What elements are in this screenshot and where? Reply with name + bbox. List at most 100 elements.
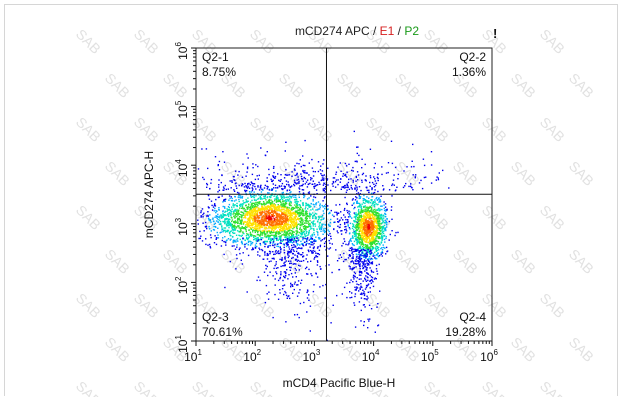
data-point (228, 209, 230, 211)
data-point (357, 249, 359, 252)
data-point (361, 234, 363, 237)
data-point (266, 232, 268, 234)
data-point (229, 239, 231, 241)
data-point (368, 200, 370, 202)
data-point (372, 218, 374, 221)
data-point (388, 220, 391, 223)
data-point (244, 190, 246, 192)
data-point (266, 293, 268, 295)
data-point (383, 201, 385, 203)
data-point (272, 316, 274, 319)
watermark-text-73: SAB (131, 378, 162, 397)
data-point (318, 224, 321, 226)
data-point (283, 207, 285, 209)
data-point (369, 223, 372, 225)
data-point (274, 293, 276, 296)
data-point (275, 222, 278, 224)
data-point (365, 260, 367, 262)
data-point (347, 225, 349, 227)
data-point (280, 197, 283, 200)
data-point (328, 264, 330, 266)
data-point (403, 170, 405, 172)
data-point (274, 208, 276, 211)
data-point (266, 228, 268, 230)
data-point (248, 204, 250, 206)
data-point (269, 251, 272, 253)
data-point (276, 232, 278, 235)
data-point (269, 215, 271, 217)
data-point (359, 260, 361, 262)
data-point (291, 246, 294, 249)
data-point (363, 233, 365, 236)
data-point (260, 187, 262, 189)
data-point (198, 237, 200, 240)
data-point (268, 221, 270, 223)
data-point (256, 210, 258, 212)
data-point (271, 205, 273, 207)
data-point (348, 178, 350, 181)
data-point (285, 233, 287, 235)
data-point (267, 217, 269, 219)
data-point (380, 247, 382, 250)
data-point (371, 247, 374, 249)
data-point (255, 188, 257, 190)
data-point (255, 239, 257, 241)
data-point (219, 217, 221, 219)
data-point (356, 233, 358, 235)
data-point (250, 194, 252, 196)
data-point (249, 244, 252, 246)
data-point (366, 206, 368, 208)
data-point (287, 215, 290, 218)
data-point (266, 208, 268, 211)
data-point (371, 200, 373, 202)
data-point (385, 221, 387, 223)
data-point (288, 219, 291, 221)
data-point (353, 224, 355, 226)
data-point (278, 227, 280, 229)
data-point (360, 309, 362, 312)
data-point (260, 209, 262, 211)
data-point (221, 216, 223, 218)
data-point (275, 271, 277, 273)
data-point (357, 241, 360, 243)
data-point (273, 231, 275, 233)
data-point (235, 199, 237, 201)
data-point (373, 221, 375, 223)
data-point (349, 239, 351, 241)
data-point (301, 222, 303, 224)
data-point (247, 219, 250, 221)
data-point (281, 196, 284, 198)
data-point (266, 202, 269, 204)
data-point (205, 238, 207, 240)
data-point (253, 208, 255, 211)
data-point (223, 187, 225, 190)
data-point (363, 260, 366, 262)
data-point (264, 154, 267, 157)
data-point (361, 220, 363, 222)
scatter-points (197, 130, 450, 342)
data-point (309, 219, 311, 222)
data-point (365, 225, 368, 227)
data-point (288, 255, 290, 257)
data-point (284, 214, 286, 217)
data-point (362, 243, 365, 246)
watermark-text-78: SAB (421, 378, 452, 397)
data-point (354, 286, 356, 288)
data-point (379, 200, 381, 202)
data-point (333, 177, 336, 179)
data-point (241, 176, 244, 178)
data-point (355, 288, 358, 290)
data-point (377, 324, 380, 326)
quadrant-gates[interactable] (196, 48, 492, 341)
data-point (254, 203, 256, 205)
data-point (270, 216, 272, 218)
data-point (437, 177, 439, 179)
data-point (353, 216, 355, 218)
data-point (347, 222, 349, 224)
data-point (222, 201, 224, 203)
data-point (281, 288, 284, 290)
data-point (246, 291, 248, 293)
data-point (358, 257, 361, 259)
data-point (302, 164, 305, 167)
watermark-text-34: SAB (508, 158, 539, 189)
